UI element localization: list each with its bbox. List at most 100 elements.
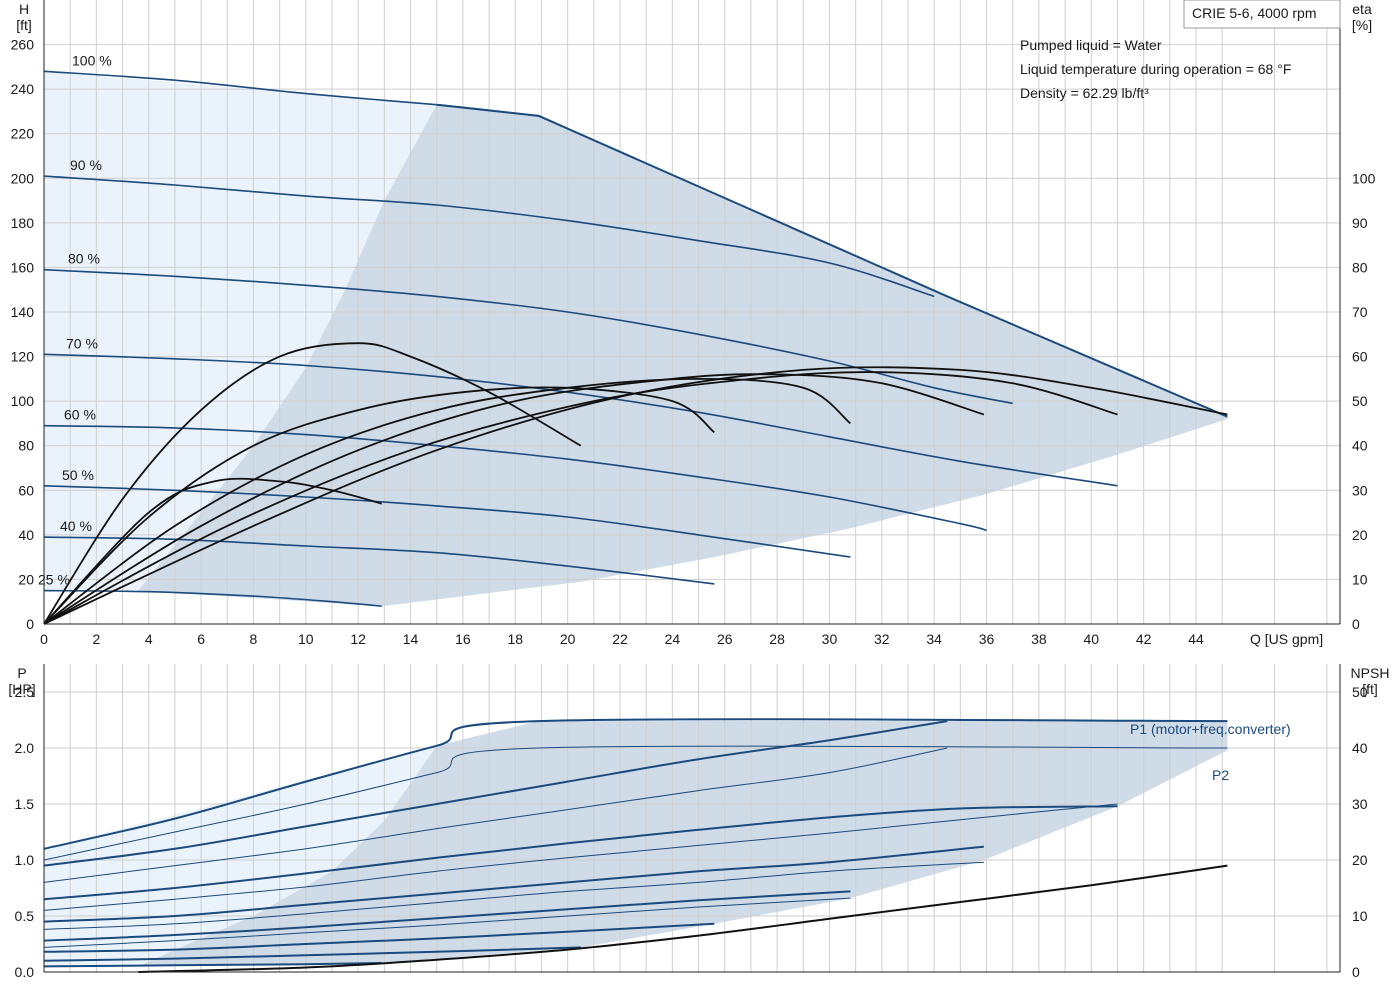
y-tick-label: 220: [11, 126, 35, 142]
x-tick-label: 14: [403, 631, 419, 647]
eta-tick-label: 10: [1352, 571, 1368, 587]
x-tick-label: 32: [874, 631, 890, 647]
y-tick-label: 160: [11, 259, 35, 275]
y-tick-label: 120: [11, 349, 35, 365]
npsh-axis-label: NPSH: [1351, 665, 1390, 681]
eta-tick-label: 40: [1352, 438, 1368, 454]
y-tick-label: 40: [18, 527, 34, 543]
note-text: Density = 62.29 lb/ft³: [1020, 85, 1149, 101]
note-text: Liquid temperature during operation = 68…: [1020, 61, 1291, 77]
eta-tick-label: 60: [1352, 349, 1368, 365]
eta-tick-label: 70: [1352, 304, 1368, 320]
speed-curve: [43, 536, 715, 585]
speed-curve: [43, 268, 1013, 405]
y-tick-label: 140: [11, 304, 35, 320]
p1-curve: [43, 718, 1228, 850]
y-axis-unit: [ft]: [16, 17, 32, 33]
speed-curve-label: 80 %: [68, 251, 100, 267]
p-axis-unit: [HP]: [8, 681, 35, 697]
speed-curve-label: 100 %: [72, 52, 112, 68]
x-tick-label: 16: [455, 631, 471, 647]
npsh-curve: [138, 864, 1228, 973]
eta-tick-label: 90: [1352, 215, 1368, 231]
y-tick-label: 60: [18, 482, 34, 498]
x-tick-label: 0: [40, 631, 48, 647]
note-text: Pumped liquid = Water: [1020, 37, 1162, 53]
legend-title: CRIE 5-6, 4000 rpm: [1192, 5, 1317, 21]
npsh-tick-label: 50: [1352, 684, 1368, 700]
p-tick-label: 0.0: [15, 964, 35, 980]
max-curve: [436, 103, 1228, 418]
x-tick-label: 44: [1188, 631, 1204, 647]
npsh-tick-label: 30: [1352, 796, 1368, 812]
p-axis-label: P: [17, 665, 26, 681]
speed-curve-label: 70 %: [66, 335, 98, 351]
p1-curve: [43, 962, 382, 968]
p2-curve: [43, 747, 948, 883]
speed-curve-label: 40 %: [60, 518, 92, 534]
p1-curve: [43, 845, 985, 923]
efficiency-curve: [43, 377, 851, 625]
x-tick-label: 12: [350, 631, 366, 647]
legend-box: [1183, 0, 1341, 29]
speed-curve: [43, 424, 987, 532]
p1-curve: [43, 946, 581, 962]
x-tick-label: 8: [250, 631, 258, 647]
y-tick-label: 260: [11, 37, 35, 53]
p2-curve: [43, 861, 984, 930]
p-tick-label: 2.0: [15, 740, 35, 756]
p-tick-label: 1.5: [15, 796, 35, 812]
x-tick-label: 22: [612, 631, 628, 647]
speed-curve-label: 25 %: [38, 572, 70, 588]
eta-tick-label: 20: [1352, 527, 1368, 543]
p2-curve: [43, 897, 851, 948]
x-tick-label: 42: [1136, 631, 1152, 647]
speed-curve-label: 50 %: [62, 467, 94, 483]
y-tick-label: 0: [26, 616, 34, 632]
speed-curve: [43, 485, 851, 558]
eta-axis-label: eta: [1352, 1, 1372, 17]
p1-curve: [43, 720, 948, 867]
head-panel: 100 %90 %80 %70 %60 %50 %40 %25 %0 2 4 6 8 10…: [11, 0, 1376, 647]
p2-label: P2: [1212, 767, 1229, 783]
eta-tick-label: 30: [1352, 482, 1368, 498]
npsh-tick-label: 0: [1352, 964, 1360, 980]
x-tick-label: 36: [979, 631, 995, 647]
x-tick-label: 30: [822, 631, 838, 647]
y-tick-label: 100: [11, 393, 35, 409]
x-tick-label: 18: [507, 631, 523, 647]
y-tick-label: 80: [18, 438, 34, 454]
p1-curve: [43, 922, 715, 953]
x-axis-label: Q [US gpm]: [1250, 631, 1323, 647]
x-tick-label: 10: [298, 631, 314, 647]
p-tick-label: 0.5: [15, 908, 35, 924]
p2-curve: [43, 803, 1118, 911]
p-tick-label: 1.0: [15, 852, 35, 868]
x-tick-label: 2: [92, 631, 100, 647]
speed-curve-label: 60 %: [64, 407, 96, 423]
x-tick-label: 28: [769, 631, 785, 647]
x-tick-label: 38: [1031, 631, 1047, 647]
speed-curve-label: 90 %: [70, 157, 102, 173]
y-tick-label: 200: [11, 170, 35, 186]
eta-tick-label: 0: [1352, 616, 1360, 632]
y-tick-label: 20: [18, 571, 34, 587]
y-tick-label: 180: [11, 215, 35, 231]
npsh-tick-label: 40: [1352, 740, 1368, 756]
p1-curve: [43, 890, 851, 942]
efficiency-curve: [43, 366, 1228, 625]
efficiency-curve: [43, 373, 985, 625]
npsh-tick-label: 20: [1352, 852, 1368, 868]
npsh-axis-unit: [ft]: [1362, 681, 1378, 697]
p1-label: P1 (motor+freq.converter): [1130, 721, 1291, 737]
p2-curve: [43, 745, 1228, 861]
power-panel: 0.0 0.5 1.0 1.5 2.0 2.5 0 10 20 30 40 50 P[HP] NPSH[f…: [8, 664, 1389, 980]
x-tick-label: 4: [145, 631, 153, 647]
eta-axis-unit: [%]: [1352, 17, 1372, 33]
p-tick-label: 2.5: [15, 684, 35, 700]
eta-tick-label: 50: [1352, 393, 1368, 409]
x-tick-label: 20: [560, 631, 576, 647]
p1-curve: [43, 805, 1118, 901]
eta-tick-label: 100: [1352, 170, 1376, 186]
